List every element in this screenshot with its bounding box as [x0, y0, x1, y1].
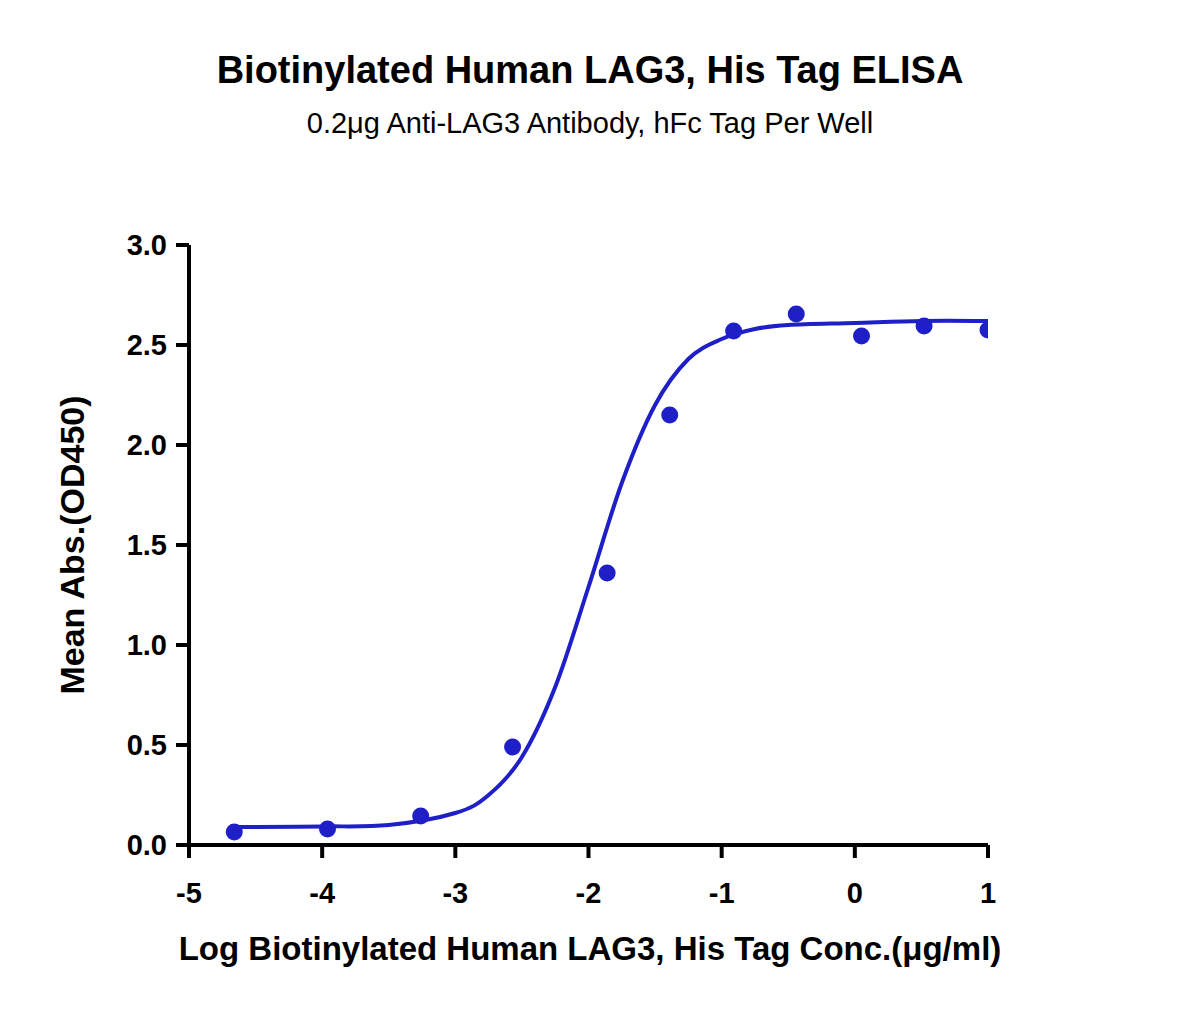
data-point	[504, 739, 521, 756]
subtitle: 0.2μg Anti-LAG3 Antibody, hFc Tag Per We…	[307, 107, 873, 139]
y-tick-label: 0.0	[127, 829, 167, 861]
x-tick	[986, 845, 990, 858]
y-tick-label: 1.0	[127, 629, 167, 661]
y-tick	[176, 643, 189, 647]
x-tick-label: 0	[847, 877, 863, 909]
x-tick-label: -4	[309, 877, 335, 909]
y-tick	[176, 243, 189, 247]
x-tick-label: -1	[709, 877, 735, 909]
x-tick-label: -3	[442, 877, 468, 909]
data-point	[980, 322, 989, 339]
y-tick-label: 2.0	[127, 429, 167, 461]
data-point	[853, 328, 870, 345]
y-tick	[176, 743, 189, 747]
fit-curve	[234, 321, 988, 827]
x-tick	[320, 845, 324, 858]
data-point	[319, 821, 336, 838]
x-axis-label: Log Biotinylated Human LAG3, His Tag Con…	[179, 930, 1002, 967]
x-tick	[587, 845, 591, 858]
x-tick-label: -5	[176, 877, 202, 909]
chart: Biotinylated Human LAG3, His Tag ELISA 0.…	[0, 0, 1178, 1017]
y-tick-label: 0.5	[127, 729, 167, 761]
x-tick	[720, 845, 724, 858]
data-point	[599, 565, 616, 582]
title: Biotinylated Human LAG3, His Tag ELISA	[217, 49, 964, 91]
plot-area	[226, 306, 988, 841]
y-tick-label: 3.0	[127, 229, 167, 261]
y-tick	[176, 343, 189, 347]
x-tick	[853, 845, 857, 858]
y-tick-label: 1.5	[127, 529, 167, 561]
x-tick	[453, 845, 457, 858]
y-tick	[176, 443, 189, 447]
y-tick-label: 2.5	[127, 329, 167, 361]
x-tick-label: -2	[576, 877, 602, 909]
x-tick	[187, 845, 191, 858]
y-axis-label: Mean Abs.(OD450)	[53, 395, 91, 694]
data-point	[788, 306, 805, 323]
data-point	[661, 407, 678, 424]
y-tick	[176, 543, 189, 547]
x-tick-label: 1	[980, 877, 996, 909]
